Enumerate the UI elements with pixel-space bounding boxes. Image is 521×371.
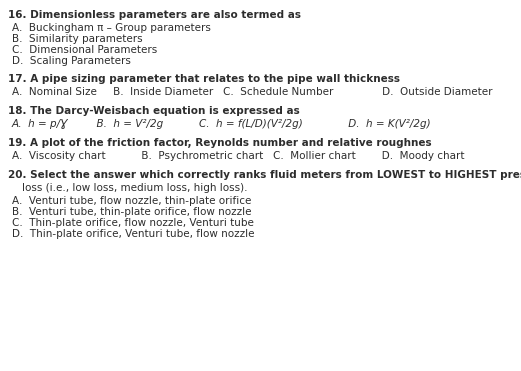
Text: 19. A plot of the friction factor, Reynolds number and relative roughnes: 19. A plot of the friction factor, Reyno… xyxy=(8,138,431,148)
Text: D.  Scaling Parameters: D. Scaling Parameters xyxy=(12,56,131,66)
Text: B.  Venturi tube, thin-plate orifice, flow nozzle: B. Venturi tube, thin-plate orifice, flo… xyxy=(12,207,252,217)
Text: 17. A pipe sizing parameter that relates to the pipe wall thickness: 17. A pipe sizing parameter that relates… xyxy=(8,74,400,84)
Text: A.  Viscosity chart           B.  Psychrometric chart   C.  Mollier chart       : A. Viscosity chart B. Psychrometric char… xyxy=(12,151,465,161)
Text: D.  Thin-plate orifice, Venturi tube, flow nozzle: D. Thin-plate orifice, Venturi tube, flo… xyxy=(12,229,254,239)
Text: 16. Dimensionless parameters are also termed as: 16. Dimensionless parameters are also te… xyxy=(8,10,301,20)
Text: A.  Nominal Size     B.  Inside Diameter   C.  Schedule Number               D. : A. Nominal Size B. Inside Diameter C. Sc… xyxy=(12,87,492,97)
Text: A.  Buckingham π – Group parameters: A. Buckingham π – Group parameters xyxy=(12,23,211,33)
Text: B.  Similarity parameters: B. Similarity parameters xyxy=(12,34,143,44)
Text: A.  h = p/Ɣ         B.  h = V²/2g           C.  h = f(L/D)(V²/2g)              D: A. h = p/Ɣ B. h = V²/2g C. h = f(L/D)(V²… xyxy=(12,119,431,129)
Text: C.  Dimensional Parameters: C. Dimensional Parameters xyxy=(12,45,157,55)
Text: 20. Select the answer which correctly ranks fluid meters from LOWEST to HIGHEST : 20. Select the answer which correctly ra… xyxy=(8,170,521,180)
Text: 18. The Darcy-Weisbach equation is expressed as: 18. The Darcy-Weisbach equation is expre… xyxy=(8,106,300,116)
Text: C.  Thin-plate orifice, flow nozzle, Venturi tube: C. Thin-plate orifice, flow nozzle, Vent… xyxy=(12,218,254,228)
Text: A.  Venturi tube, flow nozzle, thin-plate orifice: A. Venturi tube, flow nozzle, thin-plate… xyxy=(12,196,251,206)
Text: loss (i.e., low loss, medium loss, high loss).: loss (i.e., low loss, medium loss, high … xyxy=(22,183,247,193)
